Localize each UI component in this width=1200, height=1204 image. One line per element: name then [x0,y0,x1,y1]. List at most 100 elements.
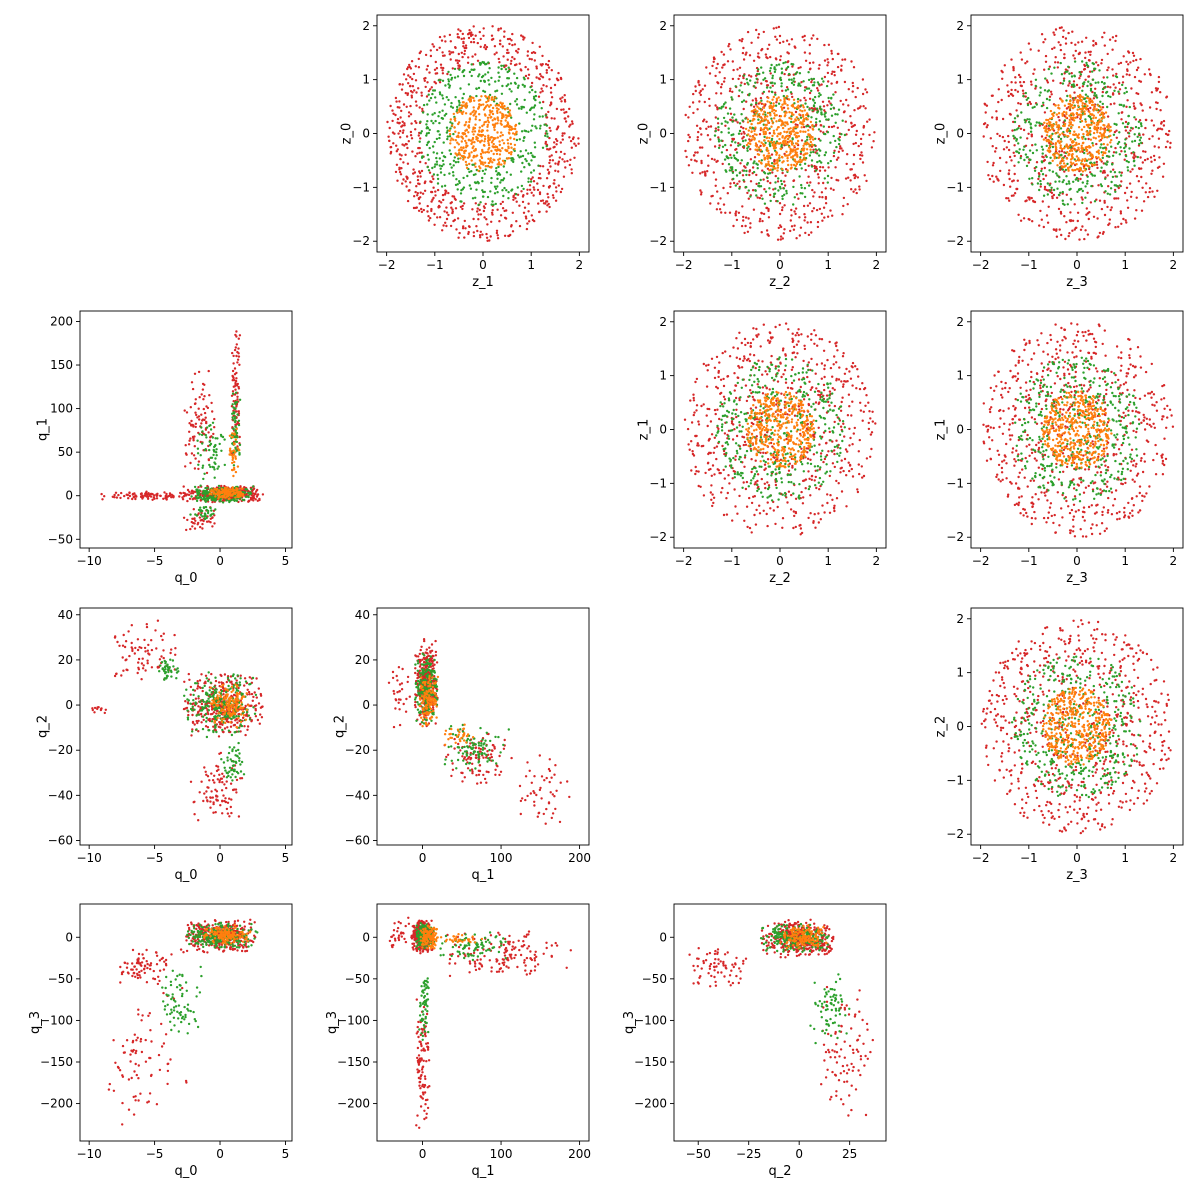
data-point [392,113,394,115]
y-tick-label: −2 [649,234,667,248]
data-point [827,175,829,177]
data-point [471,34,473,36]
data-point [774,94,776,96]
data-point [1086,130,1088,132]
data-point [811,159,813,161]
data-point [1107,95,1109,97]
data-point [1088,59,1090,61]
data-point [470,41,472,43]
data-point [764,172,766,174]
data-point [531,82,533,84]
data-point [490,177,492,179]
data-point [523,86,525,88]
data-point [418,66,420,68]
data-point [749,226,751,228]
data-point [1135,209,1137,211]
data-point [769,86,771,88]
data-point [750,75,752,77]
y-tick-label: 2 [956,19,964,33]
data-point [781,123,783,125]
data-point [1026,60,1028,62]
data-point [1099,146,1101,148]
data-point [1075,142,1077,144]
data-point [464,220,466,222]
data-point [817,173,819,175]
data-point [735,85,737,87]
data-point [1109,126,1111,128]
data-point [432,178,434,180]
data-point [510,90,512,92]
data-point [468,163,470,165]
data-point [1014,137,1016,139]
data-point [1049,66,1051,68]
data-point [1128,51,1130,53]
data-point [721,151,723,153]
data-point [1168,130,1170,132]
data-point [428,71,430,73]
data-point [756,149,758,151]
data-point [409,105,411,107]
data-point [529,86,531,88]
data-point [443,210,445,212]
data-point [1051,128,1053,130]
data-point [781,120,783,122]
data-point [787,169,789,171]
data-point [425,162,427,164]
data-point [421,170,423,172]
data-point [510,39,512,41]
data-point [1081,145,1083,147]
data-point [454,117,456,119]
data-point [1049,162,1051,164]
data-point [400,173,402,175]
data-point [791,112,793,114]
data-point [723,63,725,65]
data-point [491,200,493,202]
data-point [1035,85,1037,87]
data-point [418,210,420,212]
data-point [864,107,866,109]
data-point [1055,28,1057,30]
data-point [558,184,560,186]
data-point [525,215,527,217]
data-point [771,82,773,84]
data-point [1079,167,1081,169]
data-point [752,99,754,101]
data-point [438,200,440,202]
data-point [1028,178,1030,180]
data-point [999,135,1001,137]
data-point [1068,153,1070,155]
data-point [490,182,492,184]
data-point [753,130,755,132]
data-point [1042,200,1044,202]
data-point [742,179,744,181]
data-point [830,187,832,189]
data-point [1064,134,1066,136]
data-point [549,159,551,161]
data-point [1029,149,1031,151]
data-point [514,133,516,135]
data-point [1106,144,1108,146]
data-point [411,60,413,62]
data-point [741,159,743,161]
data-point [500,27,502,29]
data-point [992,164,994,166]
data-point [543,202,545,204]
data-point [1008,178,1010,180]
data-point [531,125,533,127]
data-point [779,35,781,37]
data-point [743,136,745,138]
data-point [852,85,854,87]
data-point [794,196,796,198]
data-point [1087,65,1089,67]
data-point [1041,105,1043,107]
data-point [492,159,494,161]
data-point [1056,188,1058,190]
data-point [469,118,471,120]
data-point [449,74,451,76]
data-point [1009,156,1011,158]
data-point [1060,211,1062,213]
data-point [827,166,829,168]
data-point [465,47,467,49]
data-point [420,208,422,210]
data-point [1077,109,1079,111]
